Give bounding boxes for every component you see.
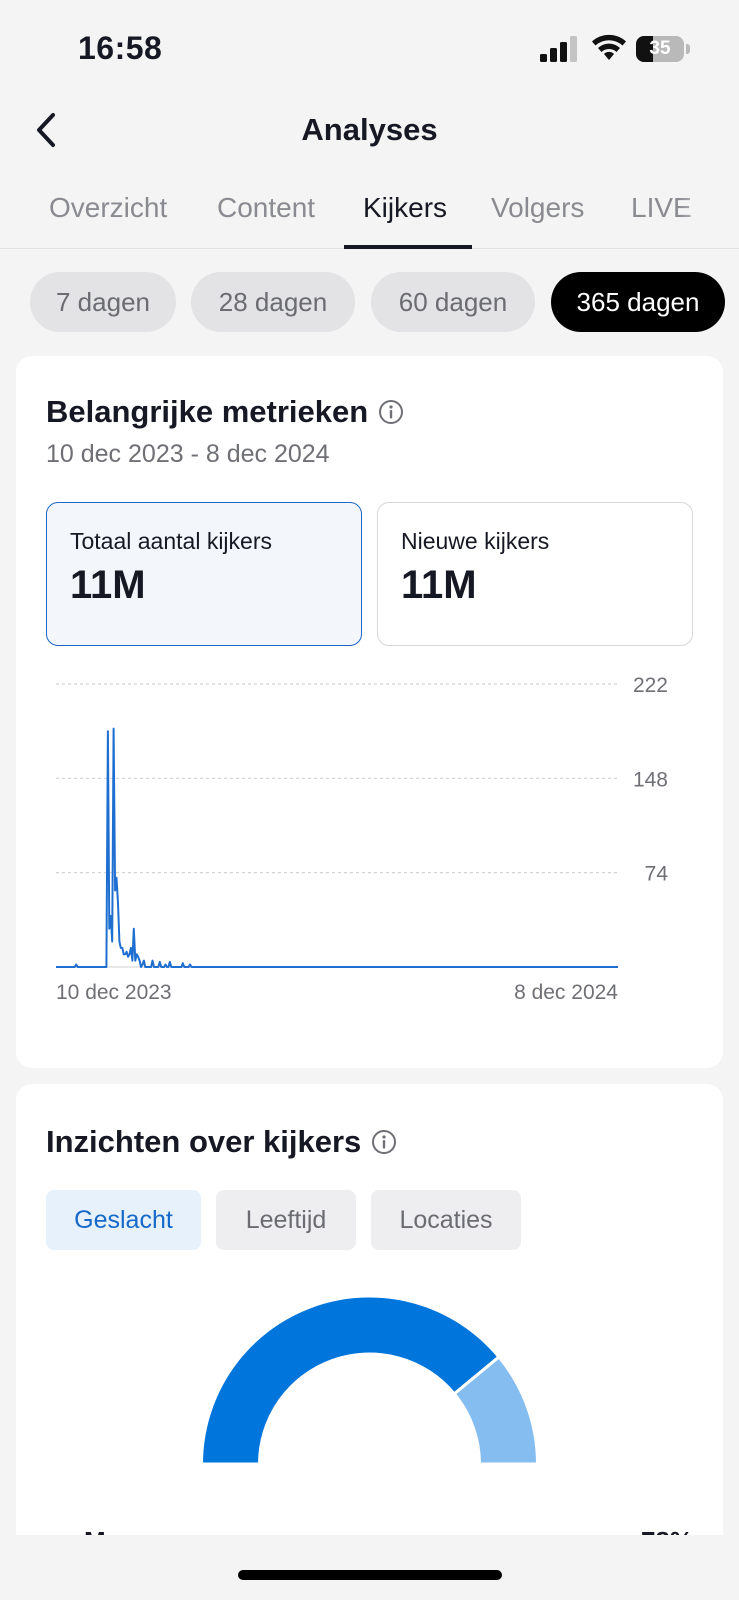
metric-value: 11M [70,563,146,607]
y-tick-label: 148 [633,768,668,791]
key-metrics-title: Belangrijke metrieken [46,394,369,429]
series-line [56,727,618,968]
status-time: 16:58 [78,30,163,66]
metric-new-viewers[interactable]: Nieuwe kijkers 11M [377,502,693,646]
segment-locations[interactable]: Locaties [371,1190,521,1250]
tab-bar: Overzicht Content Kijkers Volgers LIVE [0,180,739,249]
donut-slice-male[interactable] [199,1294,502,1466]
segment-age[interactable]: Leeftijd [216,1190,356,1250]
metric-label: Totaal aantal kijkers [70,528,272,554]
chevron-left-icon [37,113,55,147]
metric-label: Nieuwe kijkers [401,528,550,554]
battery-level-text: 35 [649,38,671,59]
range-7-days[interactable]: 7 dagen [30,272,176,332]
active-tab-indicator [344,245,472,249]
metric-value: 11M [401,563,477,607]
page-title: Analyses [301,112,438,147]
tab-overzicht[interactable]: Overzicht [49,192,168,223]
viewer-insights-card: Inzichten over kijkers Geslacht Leeftijd… [16,1084,723,1600]
segment-gender[interactable]: Geslacht [46,1190,201,1250]
back-button[interactable] [24,108,68,152]
date-range-selector: 7 dagen 28 dagen 60 dagen 365 dagen [0,272,739,334]
y-tick-label: 74 [645,863,669,886]
info-icon[interactable] [378,399,404,425]
gender-half-donut-chart [199,1294,540,1466]
status-bar: 16:58 35 [0,0,739,96]
x-tick-label: 10 dec 2023 [56,981,172,1004]
battery-indicator: 35 [636,36,690,62]
range-365-days[interactable]: 365 dagen [551,272,725,332]
info-icon[interactable] [371,1129,397,1155]
bottom-safe-area [0,1535,739,1600]
y-tick-label: 222 [633,674,668,697]
tab-content[interactable]: Content [217,192,316,223]
insights-title: Inzichten over kijkers [46,1124,362,1159]
metrics-date-range: 10 dec 2023 - 8 dec 2024 [46,440,330,468]
tab-scroll-fade [679,180,739,248]
metric-total-viewers[interactable]: Totaal aantal kijkers 11M [46,502,362,646]
insights-heading: Inzichten over kijkers [46,1124,397,1160]
key-metrics-heading: Belangrijke metrieken [46,394,404,430]
viewers-line-chart: 222 148 74 10 dec 2023 8 dec 2024 [56,674,669,1004]
tab-kijkers[interactable]: Kijkers [363,192,448,223]
home-indicator[interactable] [238,1570,502,1580]
range-60-days[interactable]: 60 dagen [371,272,535,332]
nav-header: Analyses [0,96,739,168]
signal-icon [540,36,577,62]
range-28-days[interactable]: 28 dagen [191,272,355,332]
x-tick-label: 8 dec 2024 [514,981,618,1004]
donut-slice-female[interactable] [452,1354,540,1466]
tab-volgers[interactable]: Volgers [491,192,585,223]
wifi-icon [592,34,626,60]
key-metrics-card: Belangrijke metrieken 10 dec 2023 - 8 de… [16,356,723,1068]
